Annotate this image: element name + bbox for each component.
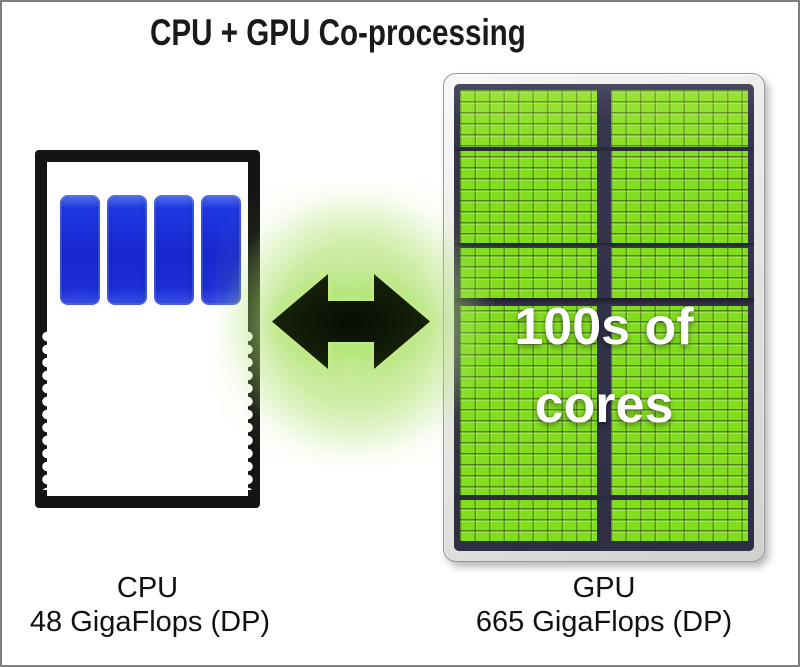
gpu-band-divider (454, 298, 754, 306)
gpu-cores-caption: 100s of cores (454, 288, 754, 444)
cpu-core (201, 195, 241, 305)
gpu-label: GPU (572, 572, 636, 604)
gpu-gigaflops: 665 GigaFlops (DP) (475, 606, 733, 638)
page-title: CPU + GPU Co-processing (150, 12, 526, 53)
cpu-core (107, 195, 147, 305)
cpu-core (60, 195, 100, 305)
cpu-chip (35, 150, 260, 508)
cpu-gigaflops: 48 GigaFlops (DP) (29, 606, 271, 638)
gpu-band-divider (454, 147, 754, 151)
gpu-core-grid-right (611, 90, 748, 541)
gpu-caption-line2: cores (534, 376, 674, 434)
gpu-band-divider (454, 495, 754, 500)
cpu-cores (60, 195, 241, 305)
gpu-core-grid-left (460, 90, 597, 541)
cpu-scallop-right-edge (243, 330, 253, 490)
bidirectional-arrow-icon (272, 274, 430, 369)
cpu-label: CPU (116, 572, 179, 604)
gpu-die: 100s of cores (454, 84, 754, 551)
gpu-caption-line1: 100s of (514, 298, 694, 356)
cpu-core (154, 195, 194, 305)
gpu-band-divider (454, 243, 754, 248)
cpu-scallop-left-edge (42, 330, 52, 490)
gpu-chip: 100s of cores (443, 73, 765, 562)
